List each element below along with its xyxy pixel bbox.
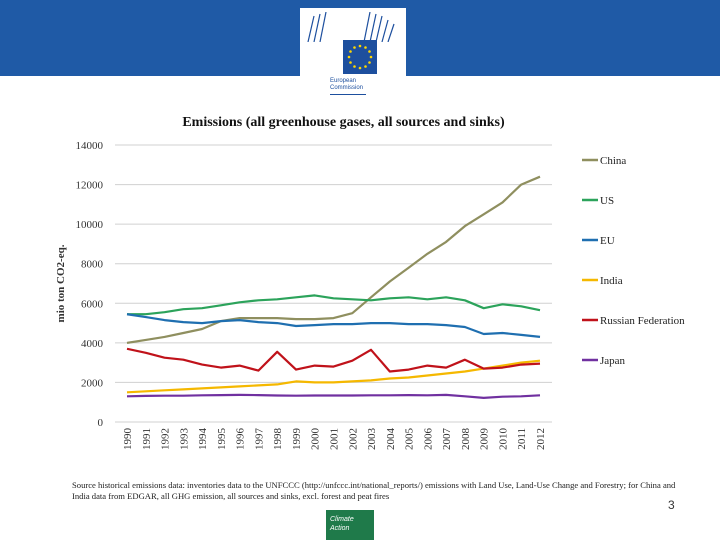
series-line-russian-federation <box>126 347 541 373</box>
x-tick-label: 1990 <box>122 428 134 451</box>
eu-flag-icon <box>343 40 377 74</box>
x-tick-label: 1993 <box>178 428 190 451</box>
x-tick-label: 2002 <box>347 428 359 450</box>
source-note: Source historical emissions data: invent… <box>72 480 676 501</box>
logo-line-1: European <box>330 78 357 84</box>
y-tick-label: 4000 <box>81 338 104 350</box>
x-tick-label: 2005 <box>404 428 416 451</box>
legend-label: China <box>600 155 626 167</box>
x-tick-label: 2006 <box>422 428 434 451</box>
x-tick-label: 2009 <box>479 428 491 451</box>
page-number: 3 <box>668 498 675 512</box>
y-tick-label: 12000 <box>76 180 104 192</box>
x-tick-label: 2003 <box>366 428 378 451</box>
european-commission-logo: European Commission <box>300 8 406 100</box>
series-line-india <box>126 359 541 394</box>
chart-title: Emissions (all greenhouse gases, all sou… <box>182 115 505 130</box>
legend-label: US <box>600 195 614 207</box>
legend-label: EU <box>600 235 615 247</box>
x-tick-label: 2007 <box>441 428 453 451</box>
y-axis-label: mio ton CO2-eq. <box>55 244 67 322</box>
y-tick-label: 10000 <box>76 219 104 231</box>
y-tick-label: 8000 <box>81 259 104 271</box>
x-tick-label: 1998 <box>272 428 284 451</box>
y-tick-label: 2000 <box>81 377 104 389</box>
series-line-eu <box>126 313 541 338</box>
series-line-us <box>127 294 541 316</box>
x-tick-label: 1994 <box>197 428 209 451</box>
logo-text: European Commission <box>330 78 363 92</box>
climate-action-badge: Climate Action <box>326 510 374 540</box>
x-tick-label: 2004 <box>385 428 397 451</box>
y-tick-label: 0 <box>98 417 104 429</box>
x-tick-label: 2001 <box>329 428 341 450</box>
series-line-japan <box>126 393 541 399</box>
y-tick-label: 6000 <box>81 298 104 310</box>
logo-underline <box>330 94 366 95</box>
x-tick-label: 1999 <box>291 428 303 451</box>
x-tick-label: 2012 <box>535 428 547 450</box>
y-tick-label: 14000 <box>76 140 104 152</box>
x-tick-label: 2008 <box>460 428 472 451</box>
x-tick-label: 1995 <box>216 428 228 451</box>
x-tick-label: 2000 <box>310 428 322 451</box>
legend-label: Japan <box>600 355 626 367</box>
badge-line-1: Climate <box>330 516 354 523</box>
berlaymont-building-icon <box>307 12 395 42</box>
x-tick-label: 2010 <box>497 428 509 451</box>
x-tick-label: 2011 <box>516 428 528 450</box>
legend-label: Russian Federation <box>600 315 685 327</box>
emissions-chart: Emissions (all greenhouse gases, all sou… <box>55 115 685 451</box>
x-tick-label: 1997 <box>253 428 265 451</box>
badge-line-2: Action <box>330 525 350 532</box>
series-line-china <box>126 175 541 344</box>
x-tick-label: 1992 <box>160 428 172 450</box>
logo-line-2: Commission <box>330 85 364 91</box>
x-tick-label: 1991 <box>141 428 153 450</box>
legend-label: India <box>600 275 623 287</box>
x-tick-label: 1996 <box>235 428 247 451</box>
